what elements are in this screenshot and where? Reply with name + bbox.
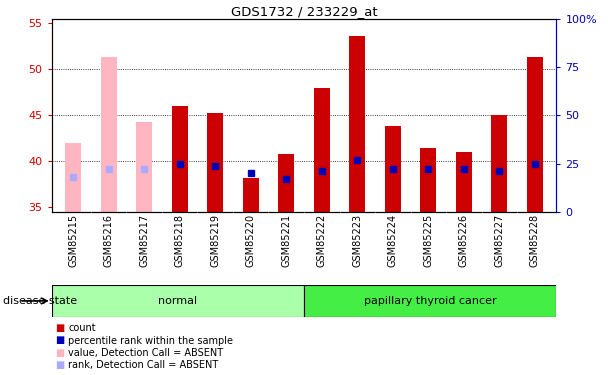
- Text: ■: ■: [55, 323, 64, 333]
- Text: GSM85216: GSM85216: [103, 214, 114, 267]
- Bar: [171, 106, 188, 212]
- Bar: [243, 178, 258, 212]
- Text: ■: ■: [55, 360, 64, 370]
- Title: GDS1732 / 233229_at: GDS1732 / 233229_at: [230, 4, 378, 18]
- Text: percentile rank within the sample: percentile rank within the sample: [68, 336, 233, 345]
- Bar: [100, 57, 117, 212]
- Bar: [314, 88, 330, 212]
- Bar: [491, 116, 508, 212]
- Text: GSM85221: GSM85221: [282, 214, 291, 267]
- Bar: [350, 36, 365, 212]
- Text: count: count: [68, 323, 95, 333]
- Text: GSM85215: GSM85215: [68, 214, 78, 267]
- Text: GSM85220: GSM85220: [246, 214, 256, 267]
- Text: GSM85217: GSM85217: [139, 214, 149, 267]
- Text: disease state: disease state: [3, 296, 77, 306]
- Text: GSM85226: GSM85226: [459, 214, 469, 267]
- Text: ■: ■: [55, 336, 64, 345]
- Text: GSM85227: GSM85227: [494, 214, 505, 267]
- Bar: [207, 114, 223, 212]
- FancyBboxPatch shape: [52, 285, 304, 317]
- Text: GSM85224: GSM85224: [388, 214, 398, 267]
- Text: normal: normal: [158, 296, 198, 306]
- FancyBboxPatch shape: [304, 285, 556, 317]
- Text: GSM85228: GSM85228: [530, 214, 540, 267]
- Text: GSM85223: GSM85223: [352, 214, 362, 267]
- Text: GSM85218: GSM85218: [174, 214, 185, 267]
- Bar: [65, 143, 81, 212]
- Text: GSM85219: GSM85219: [210, 214, 220, 267]
- Bar: [456, 152, 472, 212]
- Text: value, Detection Call = ABSENT: value, Detection Call = ABSENT: [68, 348, 223, 358]
- Text: ■: ■: [55, 348, 64, 358]
- Text: GSM85225: GSM85225: [423, 214, 434, 267]
- Bar: [385, 126, 401, 212]
- Text: papillary thyroid cancer: papillary thyroid cancer: [364, 296, 497, 306]
- Bar: [420, 147, 437, 212]
- Text: GSM85222: GSM85222: [317, 214, 326, 267]
- Bar: [136, 122, 152, 212]
- Text: rank, Detection Call = ABSENT: rank, Detection Call = ABSENT: [68, 360, 218, 370]
- Bar: [527, 57, 543, 212]
- Bar: [278, 154, 294, 212]
